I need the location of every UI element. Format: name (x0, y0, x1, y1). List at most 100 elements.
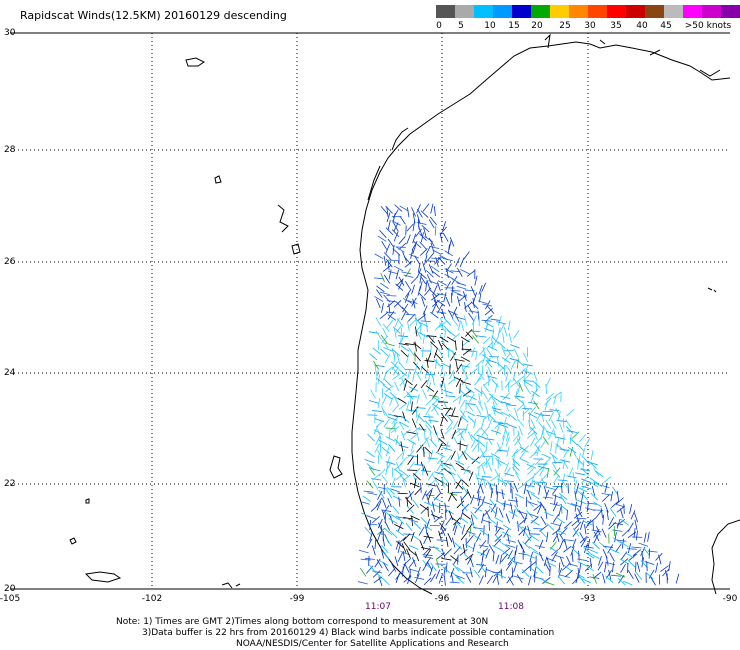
wind-barb (522, 541, 531, 549)
wind-barb (523, 369, 533, 375)
wind-barb (457, 296, 461, 307)
wind-barb (473, 527, 484, 530)
wind-barb (377, 486, 388, 490)
wind-barb (505, 562, 513, 571)
wind-barb (478, 450, 487, 459)
wind-barb (389, 396, 394, 406)
wind-barb (391, 366, 399, 375)
wind-barb (364, 459, 375, 464)
wind-barb (583, 457, 591, 466)
wind-barb (477, 496, 481, 507)
wind-barb (417, 262, 421, 273)
wind-barb (386, 319, 394, 329)
wind-barb (531, 390, 540, 397)
wind-barb (394, 556, 399, 567)
wind-barb (497, 341, 506, 350)
wind-barb (487, 480, 492, 490)
wind-barb (619, 508, 624, 519)
wind-barb (517, 521, 519, 532)
wind-barb (497, 472, 501, 483)
wind-barb (546, 468, 550, 479)
wind-barbs (357, 203, 680, 587)
wind-barb (459, 257, 465, 268)
wind-barb (616, 518, 621, 529)
wind-barb (513, 482, 519, 493)
wind-barb (559, 533, 566, 543)
wind-barb (383, 255, 387, 266)
wind-barb (631, 546, 642, 549)
wind-barb (387, 220, 391, 231)
wind-barb (369, 520, 371, 531)
wind-barb (451, 290, 462, 296)
wind-barb (389, 530, 398, 539)
wind-barb (533, 576, 544, 580)
wind-barb (495, 490, 506, 495)
wind-barb (534, 457, 543, 466)
wind-barb (399, 205, 409, 212)
wind-barb (571, 448, 577, 458)
coastal-inlets (544, 33, 721, 77)
wind-barb (470, 494, 475, 505)
wind-barb (359, 501, 370, 505)
wind-barb (430, 336, 435, 346)
wind-barb (438, 339, 443, 350)
wind-barb (400, 430, 406, 441)
wind-barb (438, 574, 443, 584)
wind-barb (566, 426, 574, 435)
wind-barb (395, 573, 400, 583)
wind-barb (485, 441, 488, 452)
wind-barb (578, 487, 588, 493)
wind-barb (379, 230, 387, 238)
wind-barb (425, 398, 434, 406)
wind-barb (462, 291, 467, 301)
wind-barb (412, 221, 416, 232)
wind-barb (452, 395, 461, 403)
wind-barb (413, 521, 422, 530)
wind-barb (432, 284, 438, 295)
wind-barb (558, 562, 561, 573)
wind-barb (447, 532, 453, 543)
wind-barb (516, 359, 525, 367)
wind-barb (510, 344, 520, 349)
wind-barb (502, 524, 512, 531)
wind-barb (620, 563, 626, 573)
wind-barb (496, 573, 507, 579)
wind-barb (470, 434, 479, 442)
wind-barb (402, 448, 405, 459)
wind-barb (384, 342, 395, 347)
wind-barb (640, 559, 648, 569)
wind-barb (386, 489, 393, 499)
wind-barb (407, 313, 416, 322)
wind-barb (549, 452, 558, 460)
wind-barb (439, 232, 443, 243)
wind-barb (558, 576, 565, 585)
wind-barb (627, 559, 636, 568)
wind-barb (505, 364, 512, 374)
wind-barb (438, 438, 447, 446)
wind-barb (447, 244, 450, 255)
wind-barb (556, 517, 565, 524)
wind-barb (530, 516, 539, 524)
wind-barb (506, 481, 515, 490)
legend-swatch (588, 5, 607, 18)
wind-barb (471, 315, 477, 325)
wind-barb (519, 446, 529, 453)
wind-barb (424, 360, 435, 362)
wind-barb (459, 399, 466, 409)
wind-barb (543, 556, 548, 567)
wind-barb (497, 459, 507, 466)
wind-barb (516, 522, 524, 531)
lon-label: -99 (290, 594, 305, 604)
wind-barb (463, 468, 473, 475)
wind-barb (526, 463, 537, 469)
wind-barb (379, 291, 390, 296)
wind-barb (481, 513, 485, 524)
wind-barb (575, 472, 586, 476)
wind-barb (497, 327, 501, 338)
wind-barb (527, 490, 532, 500)
wind-barb (535, 565, 544, 574)
wind-barb (433, 425, 438, 436)
wind-barb (507, 550, 513, 560)
wind-barb (416, 413, 421, 423)
wind-barb (451, 318, 459, 327)
